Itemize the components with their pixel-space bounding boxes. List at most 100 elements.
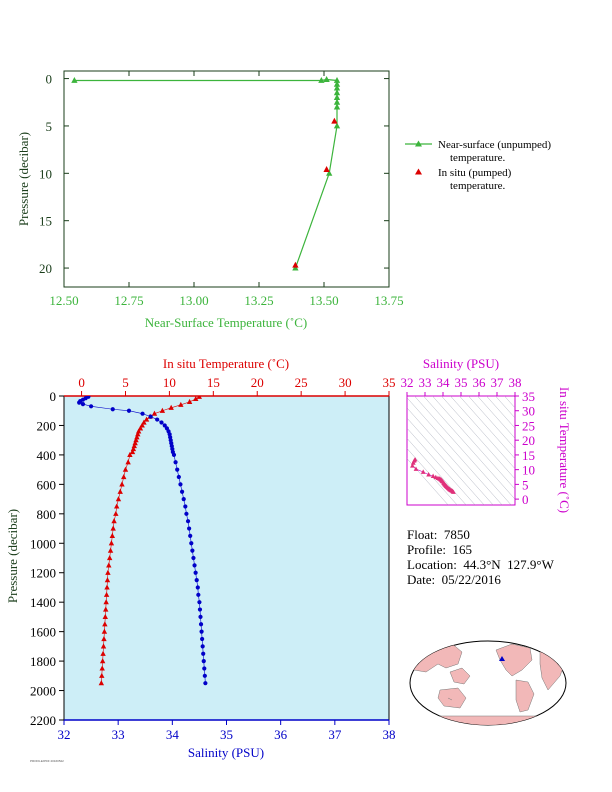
ts-y-tick-label: 30 — [522, 404, 535, 419]
salinity-point — [197, 607, 203, 612]
salinity-point — [148, 414, 153, 419]
ts-y-axis-label: In situ Temperature (˚C) — [557, 387, 572, 513]
salinity-point — [197, 600, 202, 605]
pressure-tick-label: 400 — [37, 448, 57, 463]
temperature-point — [134, 434, 140, 440]
temperature-point — [114, 503, 120, 509]
density-contour — [407, 437, 467, 505]
pressure-tick-label: 1200 — [30, 566, 56, 581]
density-contour — [459, 396, 515, 459]
legend-near-surface-line1: Near-surface (unpumped) — [438, 139, 551, 151]
top-y-tick-label: 10 — [39, 166, 52, 181]
world-map — [409, 640, 567, 726]
temperature-point — [122, 466, 129, 472]
density-contour — [407, 458, 449, 505]
salinity-point — [88, 404, 94, 409]
top-y-axis-label: Pressure (decibar) — [16, 132, 31, 226]
salinity-point — [175, 467, 180, 472]
salinity-point — [202, 666, 207, 671]
top-y-tick-label: 20 — [39, 261, 52, 276]
temp-tick-label: 30 — [339, 375, 352, 390]
top-series — [71, 76, 341, 271]
ts-plot-frame — [406, 395, 516, 506]
temperature-point — [104, 577, 111, 583]
ts-point — [413, 466, 419, 471]
temperature-point — [125, 459, 131, 465]
temperature-point — [133, 437, 139, 443]
temp-tick-label: 35 — [383, 375, 396, 390]
top-x-tick-label: 13.25 — [244, 293, 273, 308]
map-land-south-america — [515, 679, 535, 713]
temperature-point — [115, 496, 122, 502]
density-contour — [414, 396, 512, 505]
temperature-point — [121, 474, 127, 480]
temperature-point — [196, 396, 202, 399]
near-surface-point — [318, 76, 325, 83]
temperature-point — [113, 510, 119, 516]
legend-in-situ-line2: temperature. — [450, 180, 506, 192]
ts-y-tick-label: 10 — [522, 463, 535, 478]
salinity-point — [200, 644, 205, 649]
density-contour — [536, 391, 612, 515]
pressure-tick-label: 1600 — [30, 625, 56, 640]
sal-tick-label: 37 — [328, 727, 342, 742]
salinity-point — [201, 658, 206, 664]
ts-x-tick-label: 34 — [437, 375, 451, 390]
ts-point — [451, 489, 456, 494]
salinity-point — [159, 420, 164, 425]
salinity-point — [202, 673, 207, 678]
salinity-point — [110, 407, 115, 412]
salinity-point — [185, 519, 191, 524]
density-contour — [495, 396, 515, 419]
ts-y-tick-label: 5 — [522, 477, 529, 492]
salinity-point — [196, 592, 201, 597]
near-surface-point — [323, 76, 330, 82]
ts-y-tick-label: 20 — [522, 433, 535, 448]
temperature-point — [168, 404, 174, 410]
temperature-point — [193, 396, 199, 402]
footer-note: PROFILE/PDF 20160522 — [30, 759, 64, 763]
salinity-point — [203, 681, 208, 686]
map-land-antarctica — [410, 715, 566, 725]
top-y-tick-label: 15 — [39, 214, 52, 229]
temp-tick-label: 10 — [163, 375, 176, 390]
salinity-point — [155, 417, 160, 422]
ts-y-tick-label: 35 — [522, 389, 535, 404]
temperature-point — [101, 628, 108, 634]
salinity-point — [173, 460, 178, 465]
top-y-tick-label: 5 — [46, 119, 53, 134]
map-land-se-asia — [449, 667, 471, 685]
sal-tick-label: 38 — [383, 727, 396, 742]
density-contour — [504, 396, 515, 409]
temperature-point — [151, 410, 158, 416]
near-surface-point — [333, 122, 341, 129]
salinity-point — [184, 511, 189, 516]
pressure-tick-label: 800 — [37, 507, 57, 522]
sal-tick-label: 35 — [220, 727, 233, 742]
temperature-point — [103, 606, 109, 612]
temperature-point — [108, 540, 115, 546]
salinity-point — [190, 548, 195, 553]
ts-x-tick-label: 35 — [455, 375, 468, 390]
density-contour — [486, 396, 515, 429]
density-contour — [407, 407, 494, 505]
ts-x-axis-label: Salinity (PSU) — [423, 356, 499, 371]
top-plot-frame — [63, 70, 390, 288]
sal-tick-label: 36 — [274, 727, 288, 742]
profile-series — [77, 396, 208, 686]
salinity-point — [189, 541, 194, 546]
pressure-tick-label: 200 — [37, 418, 57, 433]
temperature-point — [119, 481, 125, 487]
ts-x-tick-label: 32 — [401, 375, 414, 390]
temperature-point — [143, 416, 150, 422]
near-surface-point — [333, 98, 341, 105]
top-legend: Near-surface (unpumped) temperature. In … — [405, 139, 551, 192]
temperature-point — [127, 451, 133, 458]
temperature-point — [135, 431, 141, 437]
salinity-point — [162, 423, 167, 428]
salinity-point — [201, 651, 206, 656]
temperature-point — [100, 643, 107, 649]
temp-tick-label: 20 — [251, 375, 264, 390]
